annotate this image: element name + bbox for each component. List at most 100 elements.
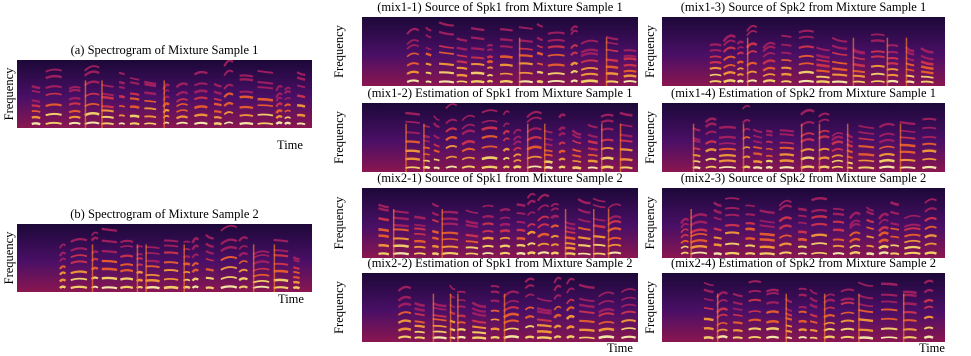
harmonic: [425, 62, 432, 67]
harmonic: [623, 49, 637, 53]
harmonic: [849, 237, 861, 243]
harmonic: [832, 238, 845, 242]
harmonic: [724, 197, 740, 200]
harmonic: [537, 215, 550, 222]
harmonic: [592, 243, 606, 247]
harmonic: [470, 36, 485, 41]
harmonic: [238, 277, 249, 282]
harmonic: [425, 71, 432, 75]
harmonic: [194, 121, 208, 125]
harmonic: [397, 295, 412, 302]
harmonic: [239, 90, 254, 94]
harmonic: [680, 245, 689, 250]
harmonic: [709, 80, 722, 83]
spectrogram-content: [58, 224, 301, 292]
harmonic: [592, 197, 606, 203]
harmonic: [703, 297, 714, 302]
panel-title: (mix1-1) Source of Spk1 from Mixture Sam…: [377, 0, 622, 14]
harmonic: [880, 282, 898, 287]
harmonic: [579, 328, 595, 332]
harmonic: [486, 60, 494, 64]
harmonic: [414, 312, 425, 317]
harmonic: [461, 140, 476, 146]
harmonic: [536, 22, 543, 28]
harmonic: [45, 121, 62, 125]
harmonic: [831, 140, 844, 146]
harmonic: [840, 301, 855, 306]
harmonic: [571, 133, 582, 139]
spectrogram-bg: [362, 273, 638, 342]
harmonic: [425, 46, 432, 51]
spectrogram: [362, 188, 638, 258]
harmonic: [414, 307, 425, 312]
harmonic: [592, 252, 606, 256]
harmonic: [239, 95, 254, 99]
harmonic: [577, 226, 591, 231]
harmonic: [858, 336, 874, 340]
harmonic: [499, 72, 513, 76]
spectrogram-content: [692, 104, 937, 172]
harmonic: [547, 72, 565, 76]
harmonic: [526, 116, 543, 124]
harmonic: [924, 242, 937, 247]
harmonic: [470, 26, 485, 32]
harmonic: [870, 55, 885, 59]
harmonic: [810, 215, 828, 220]
harmonic: [145, 278, 160, 283]
harmonic: [810, 328, 818, 333]
harmonic: [902, 293, 917, 298]
harmonic: [526, 211, 536, 217]
harmonic: [765, 301, 780, 305]
spectrogram-bg: [662, 17, 945, 86]
harmonic: [722, 46, 736, 53]
harmonic: [425, 26, 432, 32]
harmonic: [238, 245, 248, 251]
harmonic: [713, 216, 722, 221]
harmonic: [283, 103, 292, 107]
harmonic: [471, 301, 487, 308]
harmonic: [713, 201, 722, 207]
harmonic: [59, 265, 67, 270]
harmonic: [465, 233, 479, 238]
harmonic: [461, 129, 476, 136]
harmonic: [119, 269, 134, 273]
harmonic: [577, 217, 591, 223]
harmonic: [547, 63, 565, 67]
harmonic: [414, 215, 426, 220]
harmonic: [524, 293, 535, 298]
harmonic: [680, 217, 690, 225]
harmonic: [83, 70, 100, 77]
harmonic: [90, 236, 99, 242]
spectrogram-content: [31, 60, 306, 128]
harmonic: [587, 166, 598, 170]
harmonic: [490, 335, 500, 340]
harmonic: [406, 39, 420, 46]
harmonic: [59, 257, 67, 263]
harmonic: [441, 222, 459, 226]
harmonic: [778, 242, 792, 247]
onset: [607, 209, 610, 258]
harmonic: [193, 96, 208, 101]
harmonic: [605, 72, 619, 76]
harmonic: [886, 62, 899, 66]
harmonic: [223, 111, 234, 116]
harmonic: [31, 89, 41, 94]
harmonic: [921, 75, 934, 79]
harmonic: [101, 239, 118, 244]
harmonic: [705, 148, 717, 153]
harmonic: [213, 90, 222, 95]
harmonic: [762, 59, 776, 65]
harmonic: [456, 46, 468, 51]
harmonic: [70, 260, 88, 265]
harmonic: [516, 220, 526, 224]
harmonic: [129, 114, 140, 119]
harmonic: [736, 67, 744, 71]
harmonic: [68, 96, 81, 101]
harmonic: [578, 244, 591, 248]
harmonic: [605, 35, 619, 41]
harmonic: [579, 310, 595, 314]
harmonic: [471, 307, 487, 313]
harmonic: [45, 74, 63, 80]
harmonic: [238, 252, 249, 258]
